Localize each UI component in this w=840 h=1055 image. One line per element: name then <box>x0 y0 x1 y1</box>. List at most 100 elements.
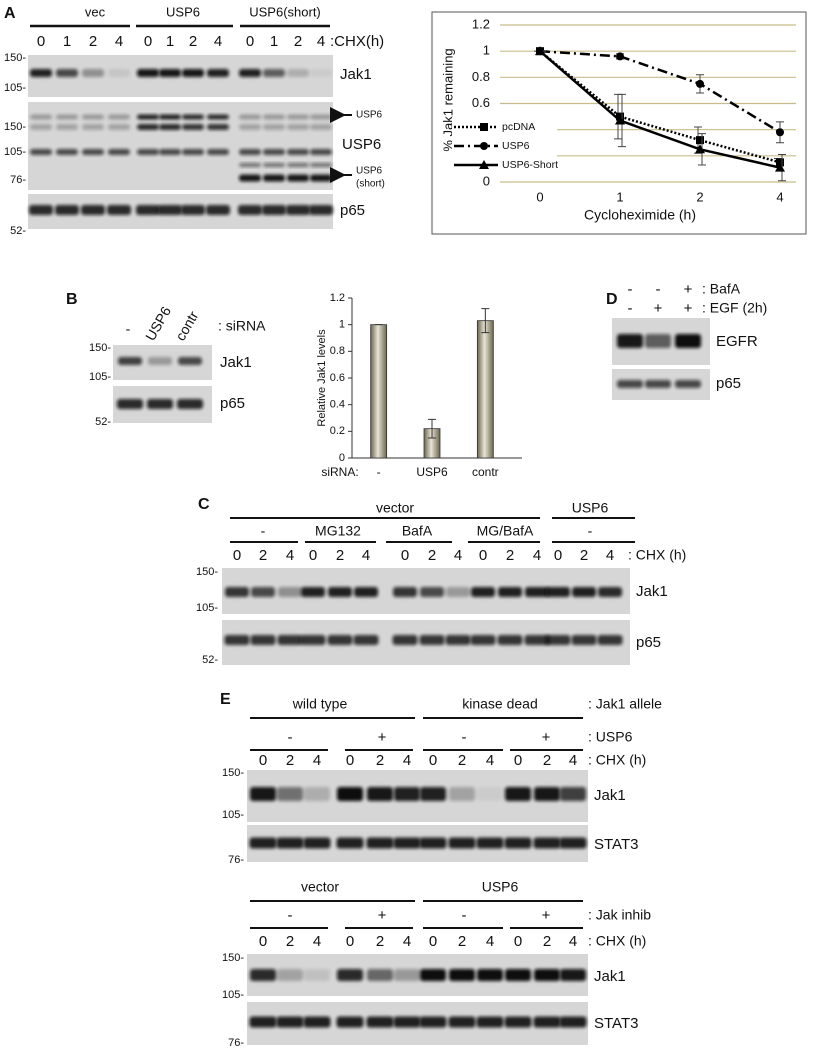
y-tick-label: 0.8 <box>330 345 345 357</box>
mw-marker: 76- <box>228 1037 244 1049</box>
lane-label: 0 <box>346 933 354 950</box>
x-tick-label: - <box>377 465 381 479</box>
series-line <box>539 50 781 169</box>
band <box>206 205 230 215</box>
band <box>287 174 309 182</box>
subgroup-label: + <box>542 907 551 924</box>
y-tick-label: 0.4 <box>330 399 345 411</box>
blot-label: Jak1 <box>340 66 372 83</box>
band <box>304 969 330 981</box>
band <box>287 149 309 155</box>
band <box>303 837 331 849</box>
lane-label: 4 <box>286 547 294 564</box>
lane-label: 1 <box>270 33 278 50</box>
mw-marker: 150- <box>89 342 111 354</box>
y-axis-label: Relative Jak1 levels <box>316 329 328 427</box>
series-line <box>539 50 781 164</box>
band <box>560 969 586 981</box>
mw-marker: 105- <box>4 82 26 94</box>
band <box>82 114 104 120</box>
band <box>250 969 276 981</box>
band <box>263 163 285 167</box>
band <box>137 114 159 120</box>
band <box>56 149 78 155</box>
y-tick-label: 0.8 <box>472 69 490 84</box>
band <box>30 69 52 77</box>
lane-label: 4 <box>313 752 321 769</box>
band <box>136 205 160 215</box>
band <box>137 149 159 155</box>
lane-axis: :CHX(h) <box>330 33 384 50</box>
band <box>367 787 393 801</box>
band <box>617 334 643 348</box>
band <box>310 69 332 77</box>
y-tick-label: 1.2 <box>472 16 490 31</box>
series-line <box>539 49 781 134</box>
y-tick-label: 1 <box>339 319 345 331</box>
band <box>449 787 475 801</box>
band <box>446 587 470 597</box>
band <box>534 969 560 981</box>
subgroup-label: BafA <box>402 523 433 539</box>
band <box>262 205 286 215</box>
band <box>336 1016 364 1028</box>
band <box>108 114 130 120</box>
y-axis-label: % Jak1 remaining <box>440 48 455 151</box>
lane-label: 4 <box>403 933 411 950</box>
blot-label: Jak1 <box>594 968 626 985</box>
y-tick-label: 0 <box>339 452 345 464</box>
mw-marker: 76- <box>10 174 26 186</box>
band <box>675 380 701 388</box>
mw-marker: 105- <box>4 146 26 158</box>
band <box>300 635 326 645</box>
band <box>251 587 275 597</box>
band <box>30 149 52 155</box>
point <box>776 128 784 137</box>
lane-label: - <box>126 321 131 337</box>
subgroup-label: MG/BafA <box>477 523 534 539</box>
band <box>159 149 181 155</box>
lane-label: 4 <box>313 933 321 950</box>
lane-label: 2 <box>294 33 302 50</box>
band <box>498 587 522 597</box>
band <box>277 969 303 981</box>
lane-label: 2 <box>506 547 514 564</box>
lane-label: 2 <box>458 752 466 769</box>
lane-label: 2 <box>376 752 384 769</box>
y-tick-label: 1.2 <box>330 292 345 304</box>
lane-label: 0 <box>259 752 267 769</box>
lane-axis: : CHX (h) <box>588 752 646 768</box>
band <box>159 114 181 120</box>
band <box>82 149 104 155</box>
band <box>30 114 52 120</box>
subgroup-axis: : USP6 <box>588 729 633 745</box>
band <box>645 334 671 348</box>
band <box>224 635 250 645</box>
band <box>263 124 285 130</box>
mw-marker: 105- <box>222 809 244 821</box>
band <box>207 149 229 155</box>
band <box>393 1016 421 1028</box>
legend-marker <box>480 142 488 150</box>
panel-label: C <box>198 496 210 513</box>
band <box>207 69 229 77</box>
band <box>287 114 309 120</box>
lane-label: 0 <box>401 547 409 564</box>
panel-label: E <box>220 691 231 708</box>
band <box>30 124 52 130</box>
subgroup-label: + <box>378 729 387 746</box>
subgroup-label: - <box>462 729 467 746</box>
lane-label: 4 <box>403 752 411 769</box>
band <box>559 1016 587 1028</box>
mw-marker: 52- <box>95 416 111 428</box>
band <box>250 787 276 801</box>
subgroup-axis: : Jak inhib <box>588 907 651 923</box>
lane-label: 1 <box>63 33 71 50</box>
band <box>476 837 504 849</box>
band <box>178 357 202 365</box>
band <box>239 174 261 182</box>
blot-label: p65 <box>636 634 661 651</box>
band <box>559 837 587 849</box>
band <box>445 635 471 645</box>
